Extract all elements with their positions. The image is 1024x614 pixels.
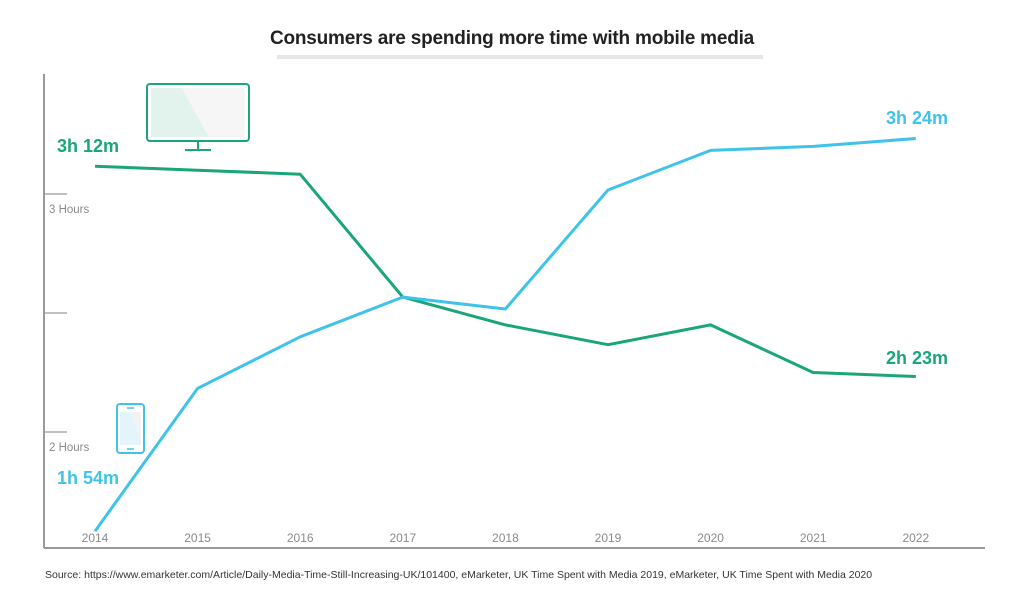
series-line-mobile	[93, 137, 916, 533]
mobile-end-label: 3h 24m	[886, 108, 948, 128]
x-tick-label: 2018	[492, 531, 519, 545]
y-tick-label: 2 Hours	[49, 442, 90, 454]
x-tick-label: 2022	[902, 531, 929, 545]
x-tick-label: 2019	[595, 531, 622, 545]
y-tick-label: 3 Hours	[49, 204, 90, 216]
chart-title: Consumers are spending more time with mo…	[269, 28, 755, 49]
x-tick-label: 2020	[697, 531, 724, 545]
x-tick-label: 2016	[287, 531, 314, 545]
tv-monitor-icon	[146, 83, 250, 151]
x-tick-label: 2014	[82, 531, 109, 545]
source-note: Source: https://www.emarketer.com/Articl…	[45, 569, 873, 581]
smartphone-icon	[116, 403, 145, 454]
x-tick-label: 2015	[184, 531, 211, 545]
title-underline	[277, 55, 763, 59]
tv-start-label: 3h 12m	[57, 136, 119, 156]
tv-end-label: 2h 23m	[886, 348, 948, 368]
x-tick-label: 2021	[800, 531, 827, 545]
series-line-tv	[94, 164, 916, 378]
mobile-start-label: 1h 54m	[57, 468, 119, 488]
x-tick-label: 2017	[389, 531, 416, 545]
